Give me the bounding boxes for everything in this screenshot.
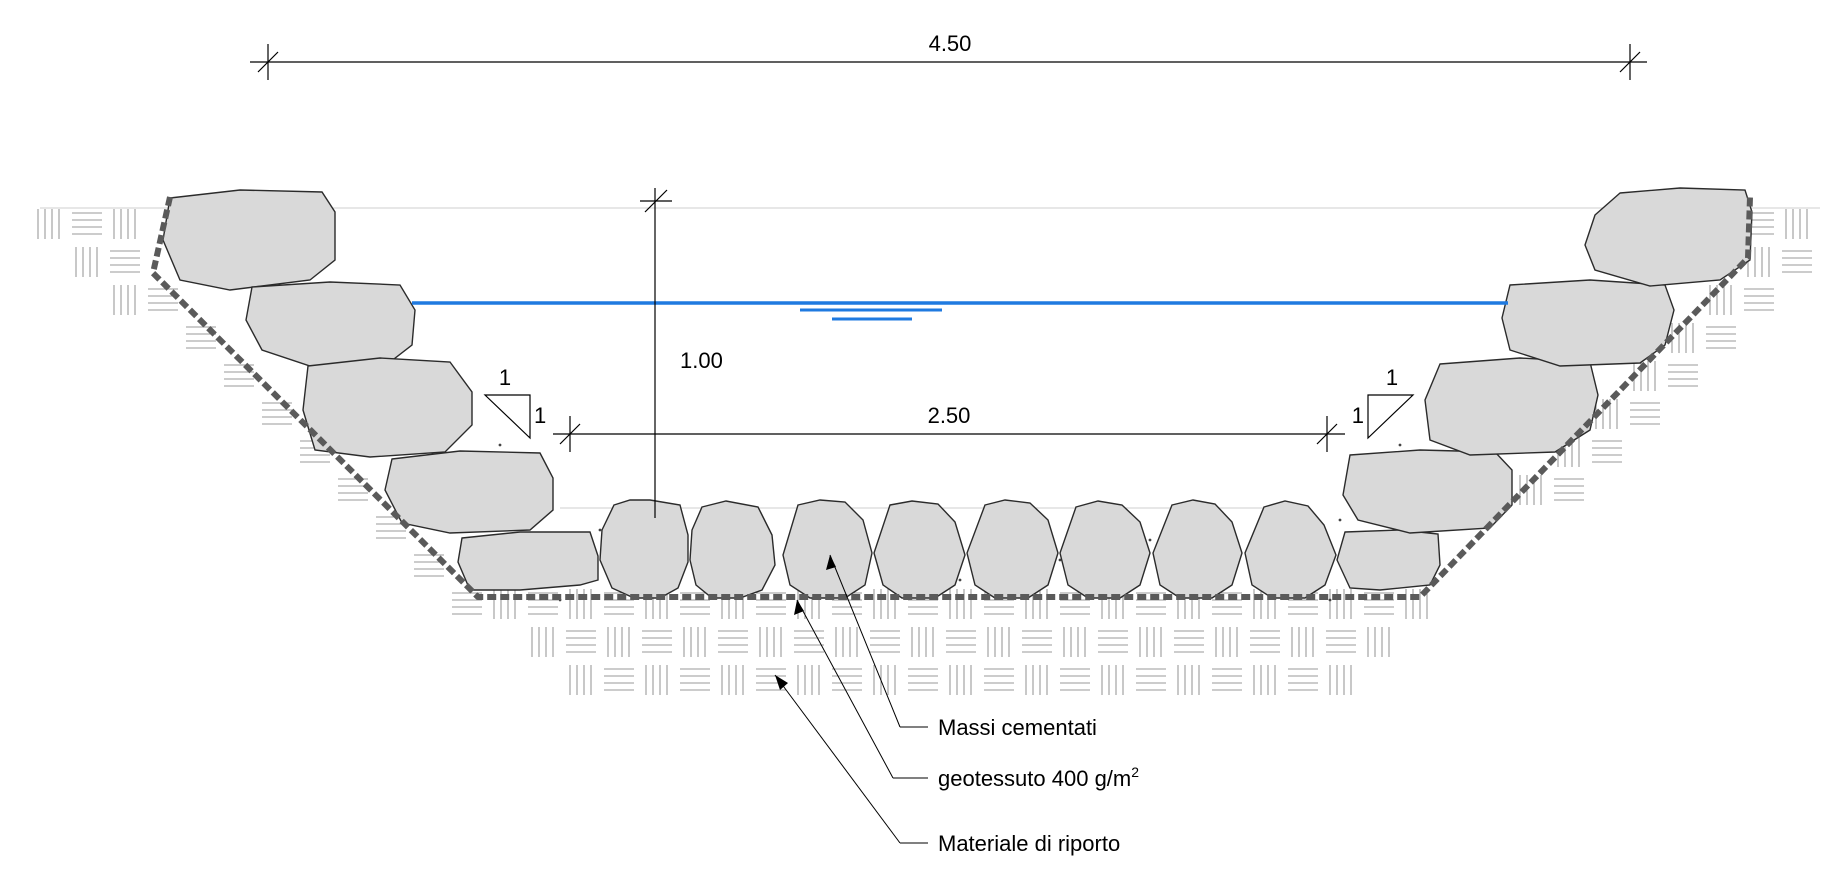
water-level — [412, 301, 1508, 321]
slope-left-rise: 1 — [499, 365, 511, 390]
depth-label: 1.00 — [680, 348, 723, 373]
boulder — [599, 499, 689, 599]
geotextile-line — [150, 196, 1753, 600]
concrete-dot — [958, 578, 962, 582]
concrete-dot — [1148, 538, 1152, 542]
bottom-width-label: 2.50 — [928, 403, 971, 428]
label-fill-material: Materiale di riporto — [938, 831, 1120, 856]
slope-right-rise: 1 — [1386, 365, 1398, 390]
boulder — [1501, 279, 1675, 367]
label-geotextile: geotessuto 400 g/m2 — [938, 764, 1139, 791]
concrete-dot — [1398, 443, 1402, 447]
slope-right-run: 1 — [1352, 403, 1364, 428]
boulder — [1336, 529, 1441, 591]
boulder — [782, 499, 873, 599]
top-width-label: 4.50 — [929, 31, 972, 56]
boulder — [689, 500, 776, 599]
slope-indicator-right: 1 1 — [1352, 365, 1415, 440]
concrete-dot — [1058, 558, 1062, 562]
concrete-dot — [498, 443, 502, 447]
concrete-dot — [1338, 518, 1342, 522]
boulder — [1152, 499, 1243, 599]
boulder — [245, 281, 416, 367]
depth-dimension: 1.00 — [640, 188, 723, 518]
boulder — [966, 499, 1059, 599]
slope-left-run: 1 — [534, 403, 546, 428]
leader-geotextile: geotessuto 400 g/m2 — [794, 599, 1139, 791]
boulder — [1059, 500, 1151, 599]
boulder — [384, 450, 554, 534]
top-width-dimension: 4.50 — [250, 31, 1647, 80]
slope-indicator-left: 1 1 — [483, 365, 546, 440]
label-boulders: Massi cementati — [938, 715, 1097, 740]
boulder — [1584, 187, 1753, 287]
boulder — [1244, 500, 1337, 599]
boulder — [302, 357, 473, 458]
boulder — [457, 531, 599, 591]
boulder — [1342, 449, 1513, 534]
bottom-width-dimension: 2.50 — [553, 403, 1345, 452]
concrete-dot — [1328, 598, 1332, 602]
leader-boulders: Massi cementati — [826, 554, 1097, 740]
boulder — [873, 500, 966, 599]
leader-fill-material: Materiale di riporto — [774, 674, 1120, 856]
concrete-dot — [598, 528, 602, 532]
boulder — [162, 189, 336, 291]
boulders — [162, 187, 1753, 599]
